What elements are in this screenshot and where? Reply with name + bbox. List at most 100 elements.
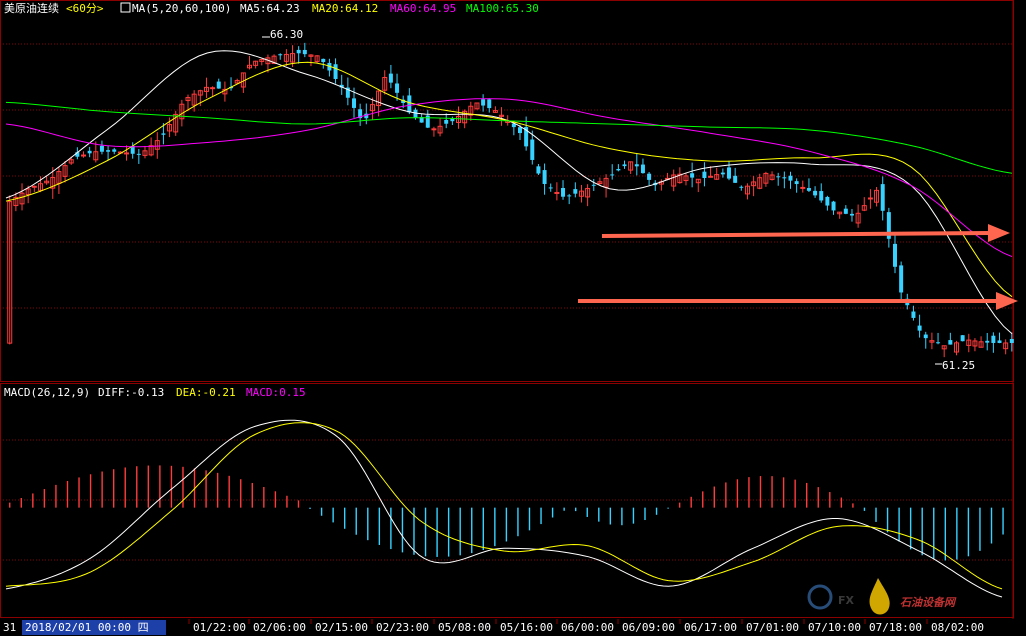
- candle-body-down: [106, 150, 111, 152]
- x-tick-label: 02/23:00: [376, 621, 429, 634]
- candle-body-up: [874, 189, 880, 203]
- candle-body-up: [191, 93, 197, 106]
- arrow-head-2-icon: [996, 292, 1018, 310]
- candle-body-up: [62, 165, 68, 177]
- candle-body-down: [727, 167, 732, 179]
- candle-body-up: [499, 114, 505, 117]
- candle-body-up: [37, 183, 43, 191]
- candle-body-down: [216, 81, 221, 89]
- candle-body-up: [1003, 342, 1009, 350]
- candle-body-down: [450, 118, 455, 122]
- candle-body-up: [578, 190, 584, 197]
- ma-config-label: MA(5,20,60,100): [132, 2, 231, 15]
- candlestick-series: [7, 42, 1014, 358]
- x-tick-label: 07/10:00: [808, 621, 861, 634]
- candle-body-up: [93, 151, 99, 161]
- candle-body-up: [585, 188, 591, 198]
- candle-body-up: [695, 178, 701, 184]
- candle-body-up: [68, 159, 74, 164]
- candle-body-up: [800, 186, 806, 189]
- candle-body-down: [339, 84, 344, 88]
- macd-diff-line: [5, 419, 1003, 598]
- macd-config-label: MACD(26,12,9): [4, 386, 90, 399]
- candle-body-down: [542, 170, 547, 184]
- candle-body-down: [87, 150, 92, 154]
- candle-body-up: [714, 174, 720, 180]
- candle-body-up: [769, 174, 775, 180]
- candle-body-down: [997, 340, 1002, 343]
- candle-body-down: [517, 127, 522, 134]
- candle-body-down: [948, 340, 953, 345]
- ma-toggle-icon[interactable]: [120, 2, 131, 13]
- candle-body-down: [321, 58, 326, 63]
- candle-body-down: [794, 181, 799, 185]
- cursor-time-box: [22, 620, 166, 635]
- x-tick-label: 01/22:00: [193, 621, 246, 634]
- high-label: 66.30: [270, 28, 303, 41]
- candle-body-up: [492, 110, 498, 113]
- candle-body-down: [536, 166, 541, 174]
- candle-body-up: [173, 113, 179, 133]
- candle-body-down: [880, 184, 885, 211]
- candle-body-down: [690, 173, 695, 178]
- candle-body-up: [683, 175, 689, 182]
- x-tick-label: 02/15:00: [315, 621, 368, 634]
- candle-body-down: [591, 184, 596, 186]
- ma-line-ma5: [5, 50, 1013, 335]
- candle-body-down: [511, 123, 516, 128]
- candle-body-down: [634, 164, 639, 167]
- ma5-value: MA5:64.23: [240, 2, 300, 15]
- candle-body-down: [296, 49, 301, 54]
- ma-line-ma100: [5, 101, 1013, 174]
- candle-body-up: [978, 341, 984, 348]
- candle-body-down: [352, 98, 357, 108]
- candle-body-up: [271, 55, 277, 64]
- x-tick-label: 05/08:00: [438, 621, 491, 634]
- candle-body-down: [899, 265, 904, 293]
- candle-body-down: [923, 334, 928, 339]
- candle-body-down: [561, 187, 566, 197]
- candle-body-down: [1009, 338, 1014, 343]
- candle-body-down: [481, 99, 486, 106]
- candle-body-down: [524, 127, 529, 147]
- x-tick-label: 06/09:00: [622, 621, 675, 634]
- candle-body-down: [388, 73, 393, 83]
- candle-body-up: [751, 181, 757, 187]
- candle-body-up: [44, 180, 50, 184]
- candle-body-up: [966, 339, 972, 346]
- candle-body-down: [161, 133, 166, 135]
- candle-body-up: [437, 125, 443, 134]
- moving-average-lines: [5, 50, 1013, 335]
- candle-body-up: [474, 102, 480, 110]
- candle-body-up: [456, 115, 462, 123]
- candle-body-up: [597, 181, 603, 184]
- ma20-value: MA20:64.12: [312, 2, 378, 15]
- candle-body-down: [622, 164, 627, 167]
- candle-body-up: [308, 54, 314, 57]
- chart-header: 美原油连续 <60分> MA(5,20,60,100) MA5:64.23 MA…: [4, 1, 539, 15]
- candle-body-down: [825, 196, 830, 206]
- candle-body-up: [972, 340, 978, 347]
- candle-body-down: [886, 212, 891, 239]
- candle-body-down: [782, 177, 787, 179]
- candle-body-up: [148, 145, 154, 156]
- x-tick-label: 05/16:00: [500, 621, 553, 634]
- candle-body-down: [610, 174, 615, 176]
- candle-body-down: [640, 164, 645, 174]
- candle-body-down: [985, 340, 990, 343]
- candle-body-up: [7, 201, 13, 344]
- candle-body-down: [413, 109, 418, 118]
- candle-body-down: [401, 99, 406, 103]
- candle-body-up: [19, 192, 25, 205]
- candle-body-up: [124, 152, 130, 155]
- watermark-fx-logo: FX: [838, 594, 855, 607]
- candle-body-down: [647, 173, 652, 180]
- candle-body-down: [112, 149, 117, 152]
- candle-body-up: [203, 86, 209, 92]
- candle-body-up: [677, 173, 683, 184]
- candle-body-down: [991, 335, 996, 343]
- candle-body-down: [776, 176, 781, 178]
- candle-body-down: [395, 83, 400, 93]
